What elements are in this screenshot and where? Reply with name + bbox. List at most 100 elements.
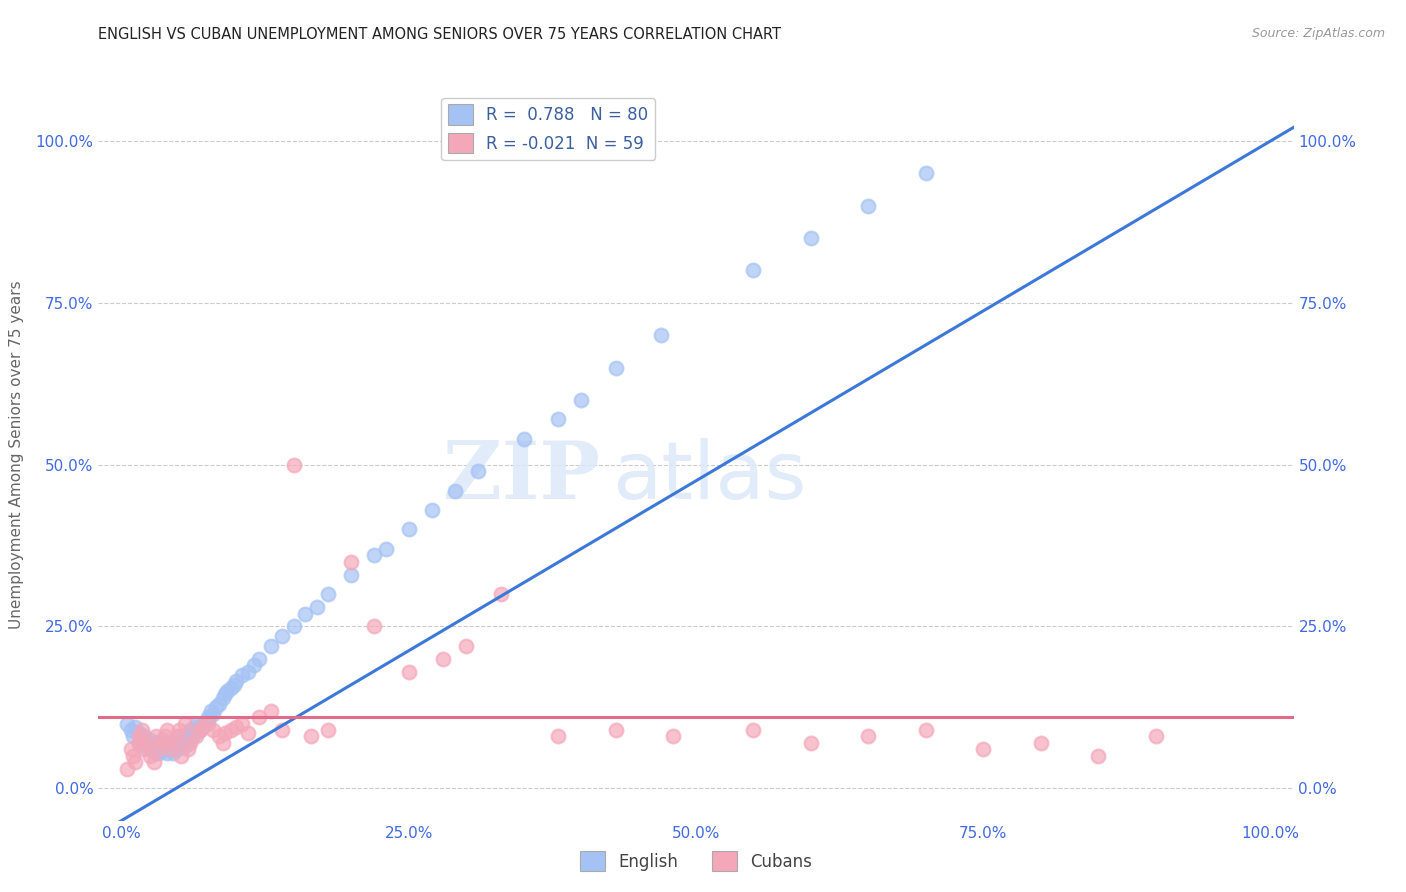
Point <box>139 742 162 756</box>
Point <box>316 587 339 601</box>
Point <box>165 739 187 754</box>
Point <box>200 704 222 718</box>
Point <box>858 730 880 744</box>
Point <box>800 736 823 750</box>
Point <box>800 231 823 245</box>
Point <box>219 681 242 695</box>
Point <box>1029 736 1052 750</box>
Point <box>150 739 173 754</box>
Point <box>134 742 156 756</box>
Point <box>374 541 396 556</box>
Y-axis label: Unemployment Among Seniors over 75 years: Unemployment Among Seniors over 75 years <box>10 281 24 629</box>
Point <box>131 723 153 737</box>
Point <box>177 742 200 756</box>
Point <box>204 700 226 714</box>
Point <box>914 723 936 737</box>
Point <box>166 730 188 744</box>
Point <box>179 736 201 750</box>
Point <box>217 684 239 698</box>
Point <box>145 736 167 750</box>
Point <box>184 716 207 731</box>
Point <box>156 723 179 737</box>
Point <box>191 720 214 734</box>
Point <box>122 730 145 744</box>
Point <box>173 739 195 754</box>
Point <box>271 629 294 643</box>
Point <box>145 746 167 760</box>
Point <box>742 723 765 737</box>
Point <box>167 723 190 737</box>
Point <box>148 742 170 756</box>
Point <box>181 730 204 744</box>
Point <box>145 730 167 744</box>
Point <box>420 503 443 517</box>
Point <box>122 748 145 763</box>
Point <box>115 762 138 776</box>
Point <box>662 730 685 744</box>
Point <box>225 720 247 734</box>
Point <box>150 732 173 747</box>
Point <box>131 732 153 747</box>
Point <box>211 736 233 750</box>
Point <box>605 723 627 737</box>
Point <box>340 567 363 582</box>
Point <box>858 199 880 213</box>
Point <box>188 723 211 737</box>
Point <box>120 723 142 737</box>
Point <box>211 690 233 705</box>
Point <box>972 742 994 756</box>
Point <box>305 600 328 615</box>
Point <box>159 742 181 756</box>
Point <box>299 730 322 744</box>
Point <box>162 746 184 760</box>
Point <box>283 458 305 472</box>
Point <box>467 464 489 478</box>
Point <box>128 736 150 750</box>
Text: atlas: atlas <box>613 438 807 516</box>
Point <box>214 687 236 701</box>
Point <box>260 704 283 718</box>
Point <box>236 665 259 679</box>
Point <box>156 746 179 760</box>
Point <box>236 726 259 740</box>
Point <box>135 736 157 750</box>
Legend: English, Cubans: English, Cubans <box>574 845 818 878</box>
Point <box>135 736 157 750</box>
Point <box>225 674 247 689</box>
Point <box>150 736 173 750</box>
Point <box>605 360 627 375</box>
Point <box>166 742 188 756</box>
Point <box>128 726 150 740</box>
Point <box>153 730 176 744</box>
Point <box>432 652 454 666</box>
Text: ENGLISH VS CUBAN UNEMPLOYMENT AMONG SENIORS OVER 75 YEARS CORRELATION CHART: ENGLISH VS CUBAN UNEMPLOYMENT AMONG SENI… <box>98 27 782 42</box>
Point <box>197 714 219 728</box>
Point <box>231 668 253 682</box>
Point <box>443 483 465 498</box>
Point <box>363 619 385 633</box>
Point <box>1144 730 1167 744</box>
Point <box>170 748 193 763</box>
Point <box>456 639 478 653</box>
Point <box>202 706 225 721</box>
Point <box>134 730 156 744</box>
Point <box>148 746 170 760</box>
Point <box>247 652 270 666</box>
Point <box>162 736 184 750</box>
Point <box>489 587 512 601</box>
Point <box>188 723 211 737</box>
Point <box>173 716 195 731</box>
Point <box>1087 748 1109 763</box>
Point <box>197 710 219 724</box>
Point <box>271 723 294 737</box>
Text: Source: ZipAtlas.com: Source: ZipAtlas.com <box>1251 27 1385 40</box>
Point <box>247 710 270 724</box>
Point <box>159 742 181 756</box>
Point <box>179 723 201 737</box>
Point <box>914 166 936 180</box>
Point <box>547 730 569 744</box>
Point <box>398 665 420 679</box>
Text: ZIP: ZIP <box>443 438 600 516</box>
Point <box>170 732 193 747</box>
Point <box>340 555 363 569</box>
